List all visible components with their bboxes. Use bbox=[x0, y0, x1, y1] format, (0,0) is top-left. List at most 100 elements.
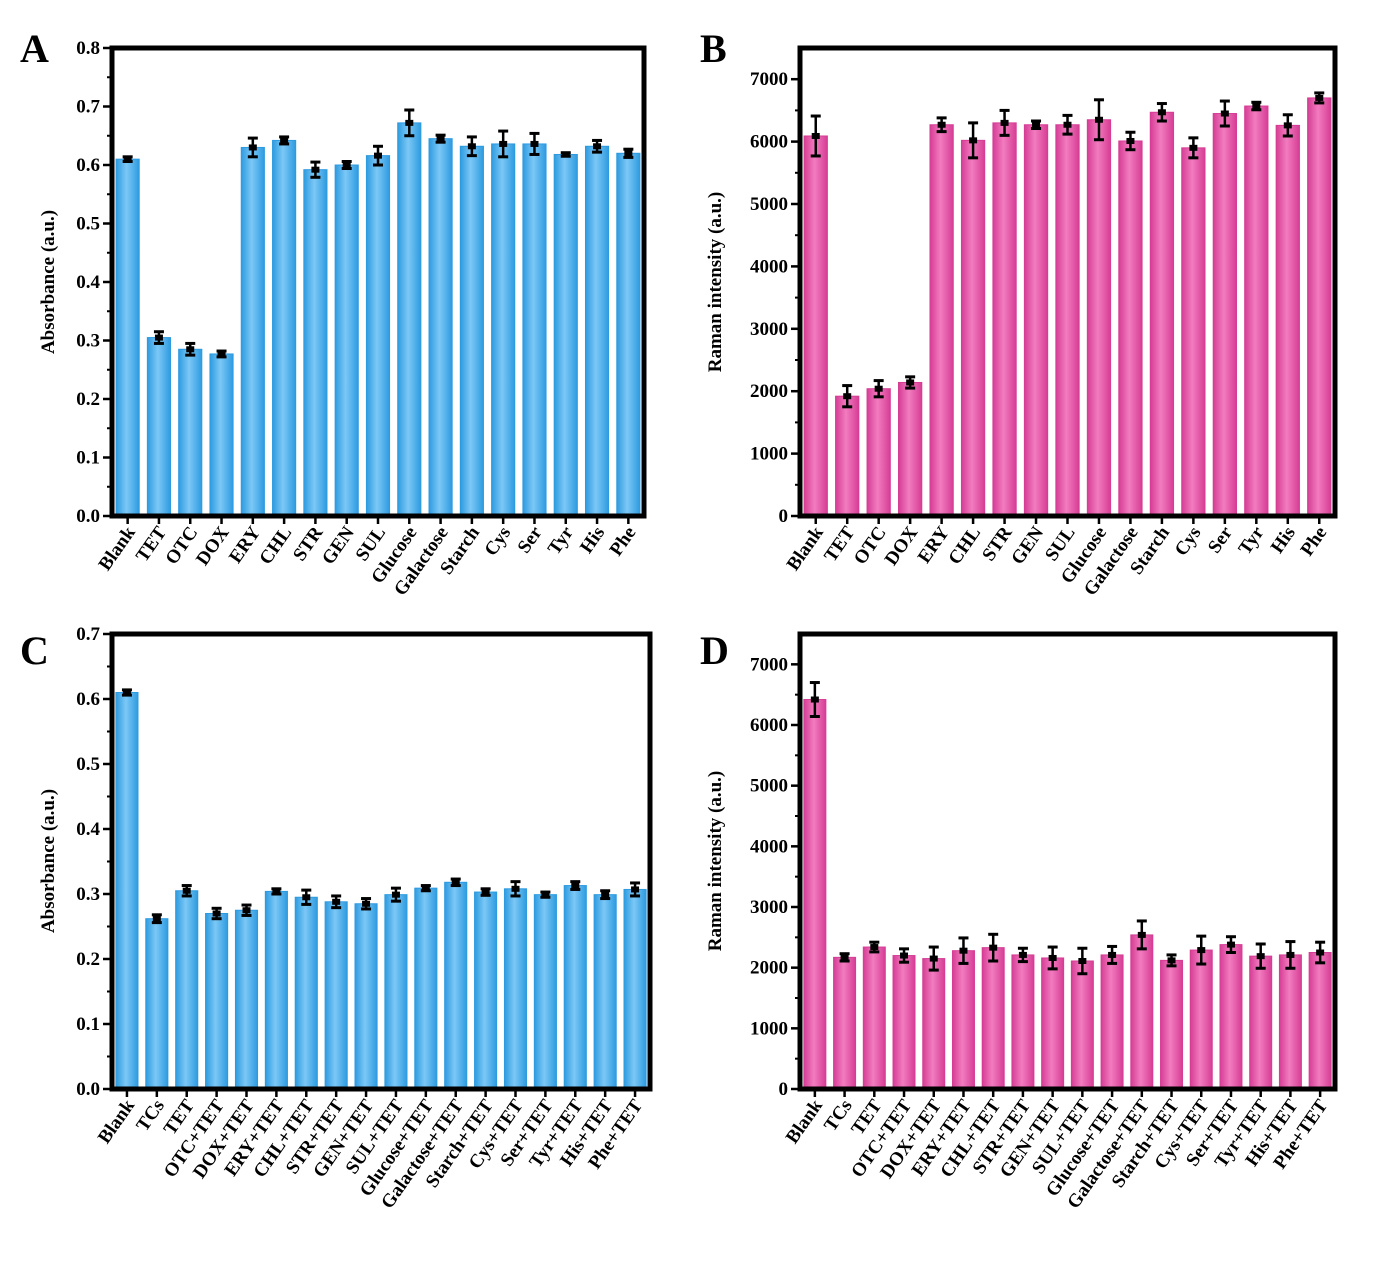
panel-d: D Raman intensity (a.u.) BlankTCsTETOTC+… bbox=[700, 628, 1338, 1213]
bar-d-17 bbox=[1308, 952, 1332, 1090]
error-bar-d-2 bbox=[869, 940, 880, 954]
bar-c-17 bbox=[623, 888, 647, 1090]
category-label-b-5: CHL bbox=[944, 523, 985, 569]
panel-letter-d: D bbox=[700, 628, 729, 673]
y-tick-label-c-7: 0.7 bbox=[76, 624, 100, 645]
bars-c bbox=[115, 688, 647, 1090]
bar-d-5 bbox=[951, 950, 975, 1090]
bar-d-14 bbox=[1219, 944, 1243, 1090]
error-bar-a-6 bbox=[310, 160, 321, 179]
category-label-b-14: Tyr bbox=[1234, 522, 1268, 558]
bar-c-0 bbox=[115, 692, 139, 1090]
y-tick-label-b-0: 0 bbox=[779, 506, 789, 527]
error-bar-c-6 bbox=[301, 888, 312, 906]
bar-a-16 bbox=[616, 152, 641, 517]
bar-c-3 bbox=[205, 913, 229, 1090]
error-bar-a-14 bbox=[560, 151, 571, 158]
error-bar-b-6 bbox=[999, 108, 1010, 137]
bar-a-7 bbox=[334, 164, 359, 517]
error-bar-d-13 bbox=[1196, 934, 1207, 966]
error-bar-b-9 bbox=[1093, 98, 1104, 142]
error-bar-d-17 bbox=[1315, 940, 1326, 965]
bar-c-15 bbox=[563, 885, 587, 1090]
bar-d-11 bbox=[1130, 934, 1154, 1090]
bar-c-4 bbox=[234, 909, 259, 1090]
error-bar-a-0 bbox=[122, 155, 133, 163]
y-tick-label-a-8: 0.8 bbox=[76, 38, 100, 59]
panel-letter-c: C bbox=[20, 628, 49, 673]
category-label-b-0: Blank bbox=[783, 522, 828, 574]
bar-b-3 bbox=[898, 381, 923, 517]
bar-d-3 bbox=[892, 955, 916, 1090]
category-label-a-12: Cys bbox=[481, 523, 516, 560]
error-bar-a-15 bbox=[592, 138, 603, 154]
error-bar-b-15 bbox=[1282, 113, 1293, 138]
bar-d-1 bbox=[833, 956, 857, 1090]
error-bar-d-6 bbox=[988, 932, 999, 963]
bar-b-7 bbox=[1023, 124, 1049, 517]
category-label-b-4: ERY bbox=[914, 523, 954, 568]
y-tick-label-a-7: 0.7 bbox=[76, 97, 100, 118]
error-bar-a-3 bbox=[216, 349, 227, 359]
panel-letter-a: A bbox=[20, 26, 49, 71]
bar-c-8 bbox=[354, 903, 378, 1090]
error-bar-b-16 bbox=[1314, 91, 1325, 105]
bar-d-2 bbox=[862, 946, 886, 1090]
category-label-a-2: OTC bbox=[162, 523, 203, 569]
bar-d-9 bbox=[1070, 960, 1094, 1090]
y-tick-label-a-4: 0.4 bbox=[76, 272, 100, 293]
y-tick-label-c-3: 0.3 bbox=[76, 884, 100, 905]
error-bar-a-1 bbox=[153, 330, 164, 345]
error-bar-c-16 bbox=[600, 889, 611, 901]
category-label-b-15: His bbox=[1267, 523, 1300, 558]
y-tick-label-d-3: 3000 bbox=[750, 897, 788, 918]
error-bar-d-1 bbox=[839, 952, 850, 963]
y-tick-label-d-5: 5000 bbox=[750, 776, 788, 797]
category-label-a-14: Tyr bbox=[544, 522, 578, 558]
category-label-a-4: ERY bbox=[225, 523, 265, 568]
bar-c-9 bbox=[384, 894, 408, 1090]
bars-b bbox=[803, 91, 1332, 517]
bar-c-7 bbox=[324, 901, 348, 1090]
category-label-b-2: OTC bbox=[850, 523, 891, 569]
bar-d-0 bbox=[803, 699, 827, 1090]
bar-d-4 bbox=[922, 958, 946, 1090]
y-tick-label-c-4: 0.4 bbox=[76, 819, 100, 840]
bar-b-16 bbox=[1307, 97, 1332, 517]
y-tick-label-c-0: 0.0 bbox=[76, 1079, 100, 1100]
error-bar-d-11 bbox=[1136, 919, 1147, 951]
y-tick-label-d-2: 2000 bbox=[750, 958, 788, 979]
y-tick-label-b-3: 3000 bbox=[750, 319, 788, 340]
error-bar-a-10 bbox=[435, 133, 446, 144]
error-bar-d-9 bbox=[1077, 946, 1088, 976]
y-tick-label-b-7: 7000 bbox=[750, 69, 788, 90]
bar-d-15 bbox=[1249, 955, 1273, 1090]
error-bar-b-12 bbox=[1188, 136, 1199, 160]
error-bar-b-0 bbox=[810, 114, 821, 158]
y-tick-label-b-2: 2000 bbox=[750, 381, 788, 402]
y-tick-label-c-1: 0.1 bbox=[76, 1014, 100, 1035]
axis-frame-d bbox=[797, 631, 1338, 1092]
bar-c-11 bbox=[444, 881, 468, 1090]
bar-d-16 bbox=[1278, 954, 1302, 1090]
category-label-b-13: Ser bbox=[1204, 522, 1237, 557]
bar-a-1 bbox=[146, 337, 172, 517]
category-label-a-13: Ser bbox=[514, 522, 547, 557]
error-bar-c-11 bbox=[450, 877, 461, 888]
bar-a-11 bbox=[459, 145, 484, 517]
error-bar-b-5 bbox=[968, 121, 979, 160]
y-tick-label-a-5: 0.5 bbox=[76, 214, 100, 235]
error-bar-a-16 bbox=[623, 147, 634, 159]
error-bar-a-5 bbox=[279, 135, 290, 146]
error-bar-a-7 bbox=[341, 159, 352, 171]
bar-b-15 bbox=[1275, 124, 1300, 517]
bar-b-0 bbox=[803, 135, 828, 517]
error-bar-b-11 bbox=[1156, 102, 1167, 123]
bar-d-8 bbox=[1041, 957, 1065, 1090]
bar-b-2 bbox=[866, 388, 891, 517]
y-tick-label-d-4: 4000 bbox=[750, 836, 788, 857]
error-bar-c-0 bbox=[121, 688, 132, 697]
error-bar-a-9 bbox=[404, 108, 415, 138]
error-bar-a-2 bbox=[185, 341, 196, 357]
y-tick-label-d-0: 0 bbox=[779, 1079, 789, 1100]
